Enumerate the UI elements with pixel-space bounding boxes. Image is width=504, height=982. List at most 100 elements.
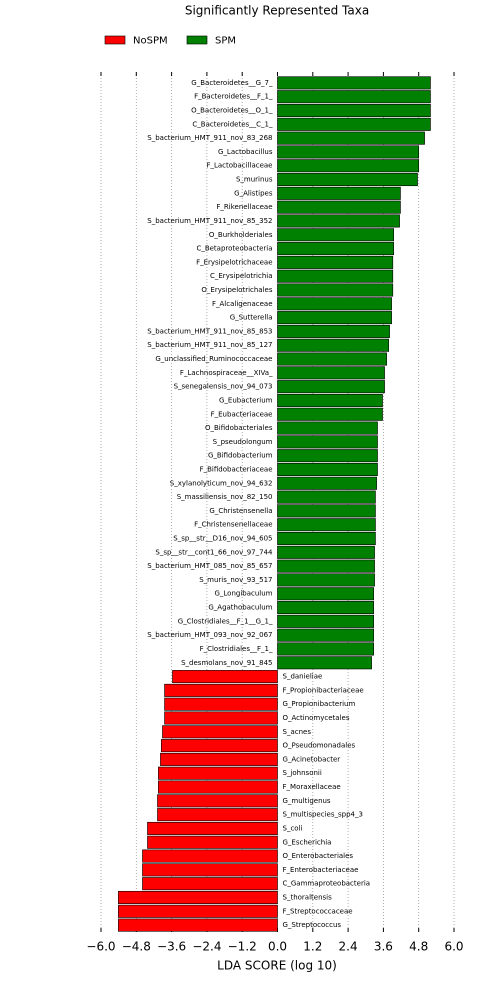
category-label: F_Moraxellaceae — [283, 783, 341, 791]
bar — [118, 918, 278, 932]
category-label: S_pseudolongum — [213, 438, 273, 446]
category-label: F_Lactobacillaceae — [206, 162, 272, 170]
bar — [277, 490, 376, 504]
category-label: G_Sutterella — [230, 314, 273, 322]
bar — [277, 214, 400, 228]
x-tick-label: −1.2 — [228, 940, 257, 954]
category-label: C_Gammaproteobacteria — [283, 880, 371, 888]
category-label: F_Bacteroidetes__F_1_ — [194, 93, 273, 101]
category-label: F_Bifidobacteriaceae — [200, 465, 273, 473]
bar — [277, 435, 378, 449]
bar — [161, 739, 278, 753]
legend-swatch — [104, 35, 126, 45]
bar — [147, 835, 278, 849]
category-label: F_Christensenellaceae — [194, 521, 272, 529]
category-label: G_Clostridiales__F_1__G_1_ — [178, 617, 273, 625]
chart-title: Significantly Represented Taxa — [185, 4, 369, 18]
bar — [277, 255, 394, 269]
bar — [277, 380, 385, 394]
category-label: O_Erysipelotrichales — [201, 286, 272, 294]
category-label: S_bacterium_HMT_911_nov_83_268 — [147, 134, 272, 142]
x-tick-label: 1.2 — [303, 940, 322, 954]
bar — [142, 877, 278, 891]
bar — [277, 573, 375, 587]
bar — [277, 338, 389, 352]
category-label: F_Streptococcaceae — [283, 907, 353, 915]
bar — [142, 863, 278, 877]
category-label: G_Christensenella — [209, 507, 272, 515]
category-label: G_Bacteroidetes__G_7_ — [191, 79, 273, 87]
category-label: C_Betaproteobacteria — [196, 245, 272, 253]
category-label: G_Streptococcus — [283, 921, 342, 929]
bar — [277, 242, 394, 256]
bar — [277, 186, 401, 200]
x-tick-label: 3.6 — [374, 940, 393, 954]
bar — [172, 670, 278, 684]
category-label: F_Rikenellaceae — [216, 203, 272, 211]
bar — [277, 324, 390, 338]
x-tick-label: −6.0 — [86, 940, 115, 954]
bar — [277, 504, 376, 518]
bar — [142, 849, 278, 863]
category-label: O_Bifidobacteriales — [205, 424, 273, 432]
category-label: S_johnsonii — [283, 769, 322, 777]
bar — [277, 642, 374, 656]
category-label: G_Lactobacillus — [218, 148, 273, 156]
x-tick-label: 2.4 — [339, 940, 358, 954]
bar — [277, 104, 431, 118]
x-tick-label: 6.0 — [444, 940, 463, 954]
bar — [277, 173, 418, 187]
category-label: S_bacterium_HMT_911_nov_85_352 — [147, 217, 272, 225]
bar — [277, 462, 378, 476]
category-label: S_massiliensis_nov_82_150 — [177, 493, 273, 501]
bar — [157, 808, 278, 822]
category-label: S_muris_nov_93_517 — [199, 576, 272, 584]
x-tick-label: 4.8 — [409, 940, 428, 954]
category-label: G_Propionibacterium — [283, 700, 356, 708]
bar — [277, 76, 431, 90]
category-label: O_Pseudomonadales — [283, 742, 356, 750]
bar — [277, 628, 374, 642]
category-label: G_Agathobaculum — [208, 604, 272, 612]
legend-label: NoSPM — [133, 36, 168, 47]
bar — [277, 601, 374, 615]
category-label: G_Longibaculum — [214, 590, 272, 598]
category-label: S_multispecies_spp4_3 — [283, 811, 363, 819]
x-axis-label: LDA SCORE (log 10) — [217, 959, 337, 973]
category-label: S_sp__str__cont1_66_nov_97_744 — [155, 548, 273, 556]
category-label: G_multigenus — [283, 797, 331, 805]
bar — [118, 904, 278, 918]
category-label: G_Bifidobacterium — [208, 452, 273, 460]
category-label: O_Actinomycetales — [283, 714, 350, 722]
category-label: F_Enterobacteriaceae — [283, 866, 359, 874]
bar — [162, 725, 278, 739]
bar — [118, 890, 278, 904]
bar — [277, 393, 383, 407]
category-label: O_Burkholderiales — [209, 231, 273, 239]
category-label: S_murinus — [236, 176, 273, 184]
bar — [277, 614, 374, 628]
category-label: F_Eubacteriaceae — [211, 410, 273, 418]
category-label: S_bacterium_HMT_093_nov_92_067 — [147, 631, 272, 639]
bar — [147, 821, 278, 835]
bar — [164, 697, 278, 711]
bar — [158, 766, 278, 780]
bar — [277, 200, 401, 214]
bar — [277, 228, 394, 242]
bar — [164, 711, 278, 725]
category-label: S_thoraltensis — [283, 893, 333, 901]
bar — [277, 131, 425, 145]
bar — [277, 352, 387, 366]
bar — [277, 476, 377, 490]
category-label: S_bacterium_HMT_911_nov_85_127 — [147, 341, 272, 349]
category-label: S_sp__str__D16_nov_94_605 — [173, 535, 272, 543]
x-tick-label: −2.4 — [192, 940, 221, 954]
bar — [277, 145, 419, 159]
category-label: S_xylanolyticum_nov_94_632 — [170, 479, 273, 487]
category-label: G_unclassified_Ruminococcaceae — [155, 355, 272, 363]
category-label: S_danieliae — [283, 673, 323, 681]
category-label: S_senegalensis_nov_94_073 — [174, 383, 273, 391]
category-label: S_bacterium_HMT_085_nov_85_657 — [147, 562, 272, 570]
bar — [277, 366, 385, 380]
bar — [277, 297, 392, 311]
